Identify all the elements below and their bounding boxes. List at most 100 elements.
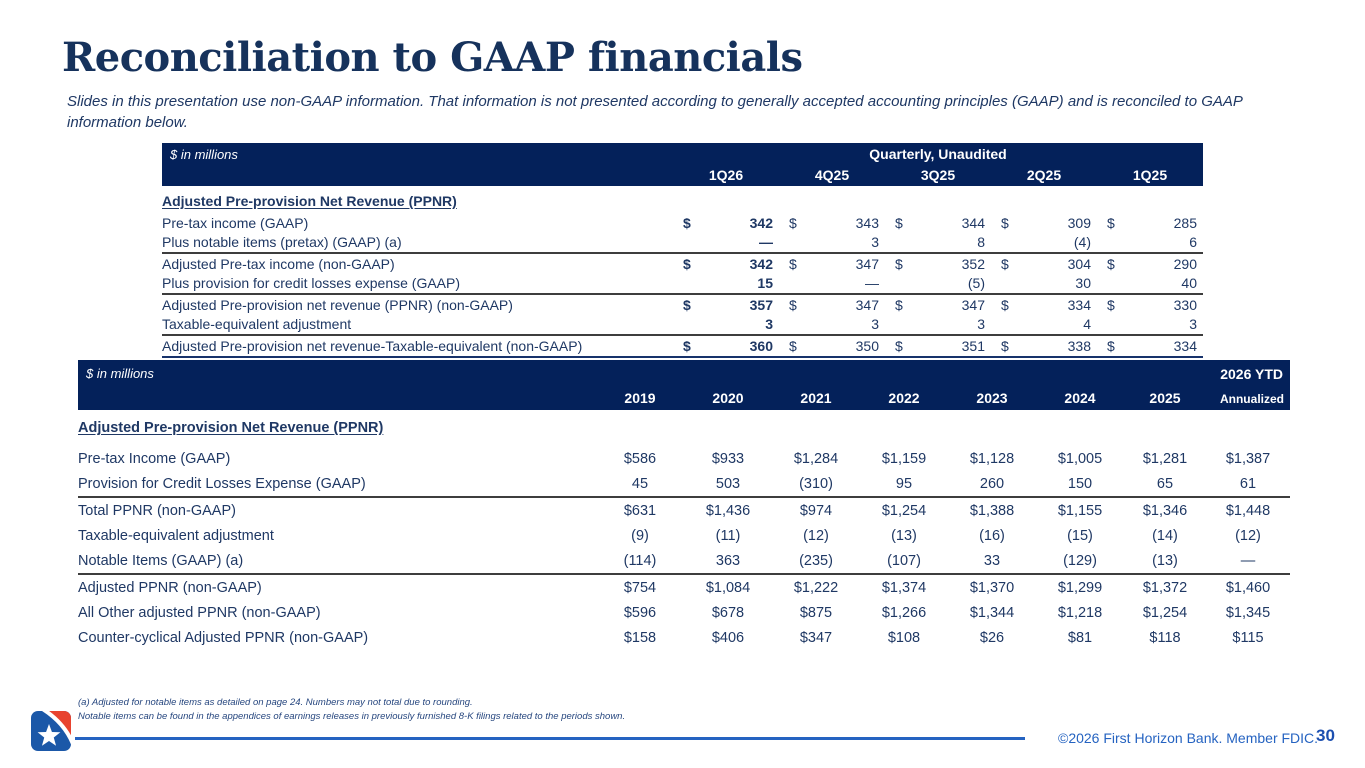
row-label: All Other adjusted PPNR (non-GAAP)	[78, 604, 321, 621]
dollar-sign	[673, 275, 697, 291]
cell-value: 352	[961, 255, 985, 272]
quarterly-table-row: Adjusted Pre-tax income (non-GAAP) $342 $3…	[162, 254, 1203, 274]
annual-table: $ in millions 2026 YTD 2019 2020 2021 2022 2…	[78, 360, 1290, 650]
quarterly-table-row: Adjusted Pre-provision net revenue (PPNR…	[162, 295, 1203, 315]
annual-table-row: Counter-cyclical Adjusted PPNR (non-GAAP…	[78, 625, 1290, 650]
units-label: $ in millions	[170, 147, 238, 162]
value-group: 30	[991, 275, 1097, 291]
cell-value: (12)	[803, 527, 829, 544]
cell-value: $1,372	[1142, 579, 1188, 596]
row-label: Counter-cyclical Adjusted PPNR (non-GAAP…	[78, 629, 369, 646]
annual-column-headers: 2019 2020 2021 2022 2023 2024 2025 Annualized	[596, 390, 1290, 406]
row-label: Taxable-equivalent adjustment	[78, 527, 274, 544]
cell-value: $158	[623, 629, 657, 646]
annual-table-body: Pre-tax Income (GAAP) $586 $933 $1,284 $1,15…	[78, 446, 1290, 650]
dollar-sign	[779, 234, 803, 250]
footnote-notable-items: Notable items can be found in the append…	[78, 711, 626, 722]
page-number: 30	[1316, 726, 1335, 745]
cell-value: —	[759, 234, 773, 251]
dollar-sign: $	[1001, 296, 1009, 313]
value-group: $285	[1097, 215, 1203, 231]
cell-value: $1,388	[969, 502, 1015, 519]
cell-value: 3	[871, 234, 879, 251]
cell-value: $678	[711, 604, 745, 621]
cell-value: 347	[961, 296, 985, 313]
value-group: $342	[673, 215, 779, 231]
cell-value: $1,345	[1225, 604, 1271, 621]
row-label: Notable Items (GAAP) (a)	[78, 552, 244, 569]
cell-value: 304	[1067, 255, 1091, 272]
cell-value: —	[865, 275, 879, 292]
dollar-sign: $	[895, 337, 903, 354]
cell-value: (310)	[799, 475, 833, 492]
value-group: (5)	[885, 275, 991, 291]
cell-value: 342	[749, 214, 773, 231]
quarterly-table-row: Taxable-equivalent adjustment 3 3 3 4 3	[162, 315, 1203, 336]
cell-value: 350	[855, 337, 879, 354]
dollar-sign: $	[1001, 214, 1009, 231]
cell-value: 45	[631, 475, 649, 492]
dollar-sign	[885, 316, 909, 332]
cell-value: $406	[711, 629, 745, 646]
cell-value: $1,370	[969, 579, 1015, 596]
annual-table-row: All Other adjusted PPNR (non-GAAP) $596 $6…	[78, 600, 1290, 625]
value-group: $352	[885, 256, 991, 272]
cell-value: $596	[623, 604, 657, 621]
cell-value: 6	[1189, 234, 1197, 251]
quarterly-column-headers: 1Q26 4Q25 3Q25 2Q25 1Q25	[673, 167, 1203, 183]
cell-value: $631	[623, 502, 657, 519]
annual-table-row: Adjusted PPNR (non-GAAP) $754 $1,084 $1,222…	[78, 575, 1290, 600]
dollar-sign: $	[683, 255, 691, 272]
cell-value: $875	[799, 604, 833, 621]
footnote-a: (a) Adjusted for notable items as detail…	[78, 697, 473, 708]
cell-value: 8	[977, 234, 985, 251]
value-group: $343	[779, 215, 885, 231]
cell-value: 343	[855, 214, 879, 231]
cell-value: $1,344	[969, 604, 1015, 621]
value-group: $334	[1097, 338, 1203, 354]
row-label: Pre-tax Income (GAAP)	[78, 450, 231, 467]
first-horizon-logo-icon	[31, 711, 71, 751]
cell-value: 285	[1173, 214, 1197, 231]
year-column-header: 2021	[800, 390, 832, 406]
row-label: Plus provision for credit losses expense…	[162, 275, 461, 292]
cell-value: (13)	[1152, 552, 1178, 569]
cell-value: $933	[711, 450, 745, 467]
value-group: $344	[885, 215, 991, 231]
value-group: $309	[991, 215, 1097, 231]
cell-value: (5)	[967, 275, 985, 292]
cell-value: $1,266	[881, 604, 927, 621]
value-group: $360	[673, 338, 779, 354]
cell-value: 30	[1075, 275, 1091, 292]
cell-value: $1,218	[1057, 604, 1103, 621]
dollar-sign	[991, 234, 1015, 250]
quarter-column-header: 2Q25	[1026, 167, 1062, 183]
row-label: Adjusted Pre-provision net revenue (PPNR…	[162, 296, 513, 313]
cell-value: 347	[855, 255, 879, 272]
cell-value: 330	[1173, 296, 1197, 313]
value-group: 15	[673, 275, 779, 291]
cell-value: 3	[977, 316, 985, 333]
cell-value: 363	[715, 552, 741, 569]
cell-value: 33	[983, 552, 1001, 569]
value-group: —	[673, 234, 779, 250]
cell-value: $1,155	[1057, 502, 1103, 519]
cell-value: 260	[979, 475, 1005, 492]
row-label: Adjusted Pre-tax income (non-GAAP)	[162, 255, 395, 272]
dollar-sign	[885, 234, 909, 250]
quarterly-table-header: $ in millions Quarterly, Unaudited 1Q26 4…	[162, 143, 1203, 186]
quarter-column-header: 4Q25	[814, 167, 850, 183]
cell-value: $1,128	[969, 450, 1015, 467]
value-group: $330	[1097, 297, 1203, 313]
slide-subtitle: Slides in this presentation use non-GAAP…	[67, 93, 1243, 131]
cell-value: $347	[799, 629, 833, 646]
dollar-sign: $	[683, 337, 691, 354]
dollar-sign	[1097, 275, 1121, 291]
cell-value: $1,436	[705, 502, 751, 519]
annual-table-row: Pre-tax Income (GAAP) $586 $933 $1,284 $1,15…	[78, 446, 1290, 471]
cell-value: $1,448	[1225, 502, 1271, 519]
value-group: 3	[673, 316, 779, 332]
cell-value: 351	[961, 337, 985, 354]
value-group: 4	[991, 316, 1097, 332]
dollar-sign: $	[789, 255, 797, 272]
